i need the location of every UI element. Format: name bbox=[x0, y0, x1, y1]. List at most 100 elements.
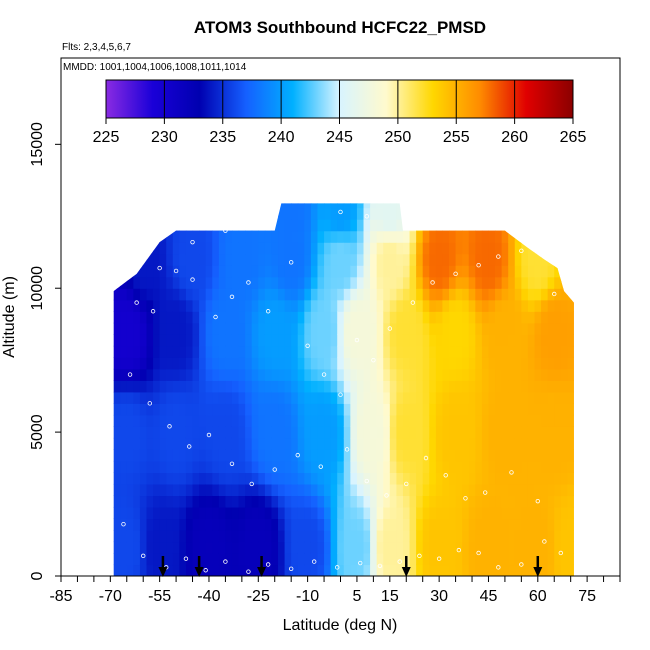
heatmap-cell bbox=[146, 449, 154, 462]
heatmap-cell bbox=[343, 495, 351, 508]
sample-point bbox=[288, 260, 294, 265]
heatmap-cell bbox=[297, 460, 305, 473]
heatmap-cell bbox=[567, 541, 574, 554]
heatmap-cell bbox=[172, 403, 180, 416]
heatmap-cell bbox=[225, 207, 233, 220]
heatmap-cell bbox=[554, 288, 562, 301]
heatmap-cell bbox=[258, 368, 266, 381]
heatmap-cell bbox=[363, 253, 371, 266]
x-tick-label: -70 bbox=[99, 588, 122, 605]
heatmap-cell bbox=[527, 472, 536, 485]
heatmap-cell bbox=[179, 380, 187, 393]
heatmap-cell bbox=[343, 357, 351, 370]
heatmap-cell bbox=[541, 460, 549, 473]
heatmap-cell bbox=[495, 437, 503, 450]
heatmap-cell bbox=[330, 207, 338, 220]
heatmap-cell bbox=[462, 322, 470, 335]
heatmap-cell bbox=[120, 552, 128, 566]
sample-point bbox=[134, 300, 139, 305]
heatmap-cell bbox=[271, 334, 279, 347]
heatmap-cell bbox=[350, 322, 358, 335]
heatmap-cell bbox=[264, 437, 273, 450]
heatmap-cell bbox=[541, 288, 549, 301]
heatmap-cell bbox=[139, 334, 148, 347]
heatmap-cell bbox=[172, 437, 180, 450]
heatmap-cell bbox=[324, 403, 332, 416]
heatmap-cell bbox=[291, 219, 299, 232]
heatmap-cell bbox=[212, 345, 220, 358]
heatmap-cell bbox=[488, 518, 496, 531]
heatmap-cell bbox=[159, 380, 167, 393]
heatmap-cell bbox=[324, 380, 332, 393]
heatmap-cell bbox=[133, 564, 141, 577]
heatmap-cell bbox=[251, 322, 259, 335]
heatmap-cell bbox=[337, 380, 345, 393]
heatmap-cell bbox=[541, 345, 549, 358]
heatmap-cell bbox=[245, 219, 253, 232]
heatmap-cell bbox=[383, 529, 391, 543]
heatmap-cell bbox=[251, 403, 259, 416]
heatmap-cell bbox=[435, 564, 444, 577]
heatmap-cell bbox=[547, 299, 555, 312]
heatmap-cell bbox=[442, 288, 450, 301]
heatmap-cell bbox=[278, 265, 286, 278]
heatmap-cell bbox=[192, 529, 200, 543]
heatmap-cell bbox=[126, 345, 134, 358]
heatmap-cell bbox=[481, 506, 490, 520]
heatmap-cell bbox=[402, 299, 411, 312]
heatmap-cell bbox=[416, 541, 424, 554]
heatmap-cell bbox=[501, 518, 509, 531]
heatmap-cell bbox=[527, 391, 536, 404]
heatmap-cell bbox=[508, 207, 516, 220]
heatmap-cell bbox=[205, 414, 213, 427]
heatmap-cell bbox=[449, 230, 457, 243]
heatmap-cell bbox=[514, 403, 522, 416]
heatmap-cell bbox=[218, 299, 227, 312]
heatmap-cell bbox=[126, 276, 134, 289]
heatmap-cell bbox=[317, 253, 325, 266]
heatmap-cell bbox=[297, 541, 305, 554]
heatmap-cell bbox=[363, 506, 371, 520]
heatmap-cell bbox=[521, 322, 529, 335]
heatmap-cell bbox=[251, 518, 259, 531]
heatmap-cell bbox=[291, 426, 299, 439]
heatmap-cell bbox=[481, 529, 490, 543]
heatmap-cell bbox=[218, 529, 227, 543]
heatmap-cell bbox=[310, 311, 319, 324]
heatmap-cell bbox=[153, 380, 161, 393]
heatmap-cell bbox=[258, 506, 266, 520]
heatmap-cell bbox=[422, 403, 430, 416]
heatmap-cell bbox=[264, 299, 273, 312]
heatmap-cell bbox=[389, 449, 397, 462]
heatmap-cell bbox=[310, 265, 319, 278]
heatmap-cell bbox=[126, 564, 134, 577]
heatmap-cell bbox=[416, 483, 424, 497]
heatmap-cell bbox=[409, 460, 417, 473]
heatmap-cell bbox=[429, 311, 437, 324]
heatmap-cell bbox=[258, 437, 266, 450]
heatmap-cell bbox=[337, 230, 345, 243]
heatmap-cell bbox=[310, 322, 319, 335]
heatmap-cell bbox=[139, 426, 148, 439]
heatmap-cell bbox=[383, 230, 391, 243]
heatmap-cell bbox=[139, 529, 148, 543]
heatmap-cell bbox=[278, 311, 286, 324]
heatmap-cell bbox=[113, 345, 121, 358]
heatmap-cell bbox=[383, 426, 391, 439]
heatmap-cell bbox=[370, 299, 378, 312]
heatmap-cell bbox=[468, 334, 476, 347]
heatmap-cell bbox=[468, 414, 476, 427]
heatmap-cell bbox=[291, 506, 299, 520]
heatmap-cell bbox=[245, 403, 253, 416]
heatmap-cell bbox=[245, 495, 253, 508]
heatmap-cell bbox=[501, 368, 509, 381]
heatmap-cell bbox=[409, 483, 417, 497]
heatmap-cell bbox=[284, 345, 292, 358]
heatmap-cell bbox=[317, 299, 325, 312]
heatmap-cell bbox=[495, 253, 503, 266]
heatmap-cell bbox=[416, 207, 424, 220]
heatmap-cell bbox=[218, 219, 227, 232]
heatmap-cell bbox=[324, 449, 332, 462]
heatmap-cell bbox=[534, 518, 542, 531]
heatmap-cell bbox=[172, 414, 180, 427]
